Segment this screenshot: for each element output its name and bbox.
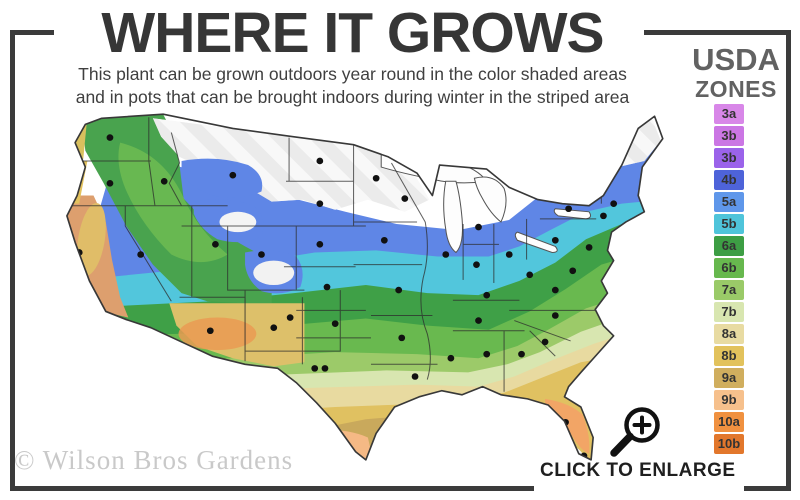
subtitle-line-2: and in pots that can be brought indoors … bbox=[75, 87, 630, 108]
zone-chip-3a: 3a bbox=[714, 104, 744, 124]
frame-border-bottom-left bbox=[10, 486, 534, 491]
watermark: © Wilson Bros Gardens bbox=[14, 445, 294, 475]
usda-zones-legend: 3a 3b 3b 4b 5a 5b 6a 6b 7a 7b 8a 8b 9a 9b 10a 10b bbox=[714, 104, 746, 456]
zone-chip-8b: 8b bbox=[714, 346, 744, 366]
zone-chip-6b: 6b bbox=[714, 258, 744, 278]
frame-border-top-left bbox=[10, 30, 54, 35]
zoom-in-icon[interactable] bbox=[603, 398, 667, 460]
zone-chip-10a: 10a bbox=[714, 412, 744, 432]
zone-chip-3b: 3b bbox=[714, 126, 744, 146]
usda-label: USDA bbox=[692, 42, 780, 77]
zone-shading bbox=[66, 114, 663, 460]
zone-chip-7b: 7b bbox=[714, 302, 744, 322]
zone-chip-10b: 10b bbox=[714, 434, 744, 454]
zone-chip-9b: 9b bbox=[714, 390, 744, 410]
zone-chip-8a: 8a bbox=[714, 324, 744, 344]
us-zones-map-svg bbox=[66, 113, 664, 461]
state-borders bbox=[68, 117, 602, 392]
subtitle: This plant can be grown outdoors year ro… bbox=[40, 63, 665, 109]
page-title: WHERE IT GROWS bbox=[101, 1, 604, 65]
zone-chip-7a: 7a bbox=[714, 280, 744, 300]
zone-chip-6a: 6a bbox=[714, 236, 744, 256]
zone-chip-4b: 4b bbox=[714, 170, 744, 190]
us-outline bbox=[66, 113, 664, 461]
us-zones-map[interactable] bbox=[28, 102, 673, 468]
click-to-enlarge-button[interactable]: CLICK TO ENLARGE bbox=[540, 460, 736, 481]
frame-border-left bbox=[10, 30, 15, 491]
zones-label: ZONES bbox=[695, 76, 777, 102]
zone-chip-9a: 9a bbox=[714, 368, 744, 388]
frame-border-top-right bbox=[644, 30, 791, 35]
usda-zones-heading: USDA ZONES bbox=[686, 44, 786, 101]
subtitle-line-1: This plant can be grown outdoors year ro… bbox=[78, 64, 627, 84]
frame-border-right bbox=[786, 30, 791, 491]
zone-chip-5a: 5a bbox=[714, 192, 744, 212]
frame-border-bottom-right bbox=[744, 486, 791, 491]
zone-chip-5b: 5b bbox=[714, 214, 744, 234]
zone-chip-3b: 3b bbox=[714, 148, 744, 168]
